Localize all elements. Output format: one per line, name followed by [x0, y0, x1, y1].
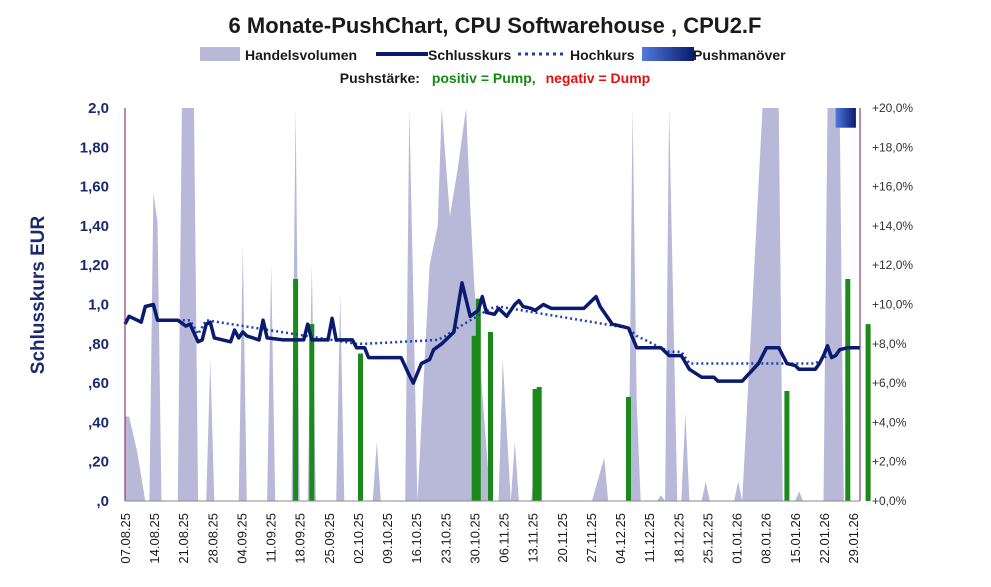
x-tick-label: 30.10.25 [467, 513, 482, 564]
x-tick-label: 16.10.25 [409, 513, 424, 564]
x-tick-label: 25.09.25 [322, 513, 337, 564]
close-price-line [123, 281, 860, 385]
price-lines-layer [123, 281, 860, 385]
x-tick-label: 23.10.25 [438, 513, 453, 564]
y-tick-label-right: +18,0% [872, 140, 913, 154]
y-tick-label-right: +14,0% [872, 219, 913, 233]
axes-layer [124, 108, 861, 502]
x-tick-label: 18.09.25 [293, 513, 308, 564]
legend: Handelsvolumen Schlusskurs Hochkurs Push… [200, 47, 786, 63]
volume-area-layer [125, 108, 844, 501]
y-tick-label-left: 1,60 [80, 179, 109, 196]
y-tick-label-right: +0,0% [872, 494, 907, 508]
legend-volume-label: Handelsvolumen [245, 47, 357, 63]
push-bar [784, 391, 790, 501]
x-tick-label: 13.11.25 [526, 513, 541, 563]
y-tick-label-right: +2,0% [872, 455, 907, 469]
push-maneuver-marker [835, 108, 856, 128]
legend-volume-swatch [200, 47, 240, 61]
legend-push-label: Pushmanöver [693, 47, 786, 63]
x-tick-label: 27.11.25 [584, 513, 599, 563]
push-bar [845, 279, 851, 501]
x-tick-label: 01.01.26 [730, 513, 745, 564]
y-tick-label-left: 1,0 [88, 297, 109, 314]
x-tick-label: 22.01.26 [817, 513, 832, 564]
x-tick-label: 07.08.25 [118, 513, 133, 564]
x-tick-label: 29.01.26 [846, 513, 861, 564]
x-tick-label: 18.12.25 [671, 513, 686, 564]
x-tick-label: 04.12.25 [613, 513, 628, 564]
x-tick-label: 08.01.26 [759, 513, 774, 564]
push-bar [358, 353, 363, 501]
legend-push-swatch [642, 47, 694, 61]
push-strength-positive: positiv = Pump, [432, 70, 536, 86]
y-tick-label-left: ,0 [96, 493, 109, 510]
high-price-line [177, 305, 829, 365]
y-tick-label-left: ,20 [88, 454, 109, 471]
push-bar [471, 335, 477, 501]
ticks-layer: ,0 ,20 ,40 ,60 ,80 1,0 1,20 1,40 1,60 1,80 2,0 +0,0… [80, 100, 914, 564]
push-bar [293, 279, 299, 501]
push-strength-note: Pushstärke: positiv = Pump, negativ = Du… [340, 70, 650, 86]
push-bar [536, 387, 542, 501]
x-tick-label: 14.08.25 [147, 513, 162, 564]
y-tick-label-left: ,40 [88, 414, 109, 431]
x-tick-label: 15.01.26 [788, 513, 803, 564]
push-bar [309, 324, 315, 501]
x-tick-label: 21.08.25 [176, 513, 191, 564]
x-tick-label: 04.09.25 [235, 513, 250, 564]
y-tick-label-right: +12,0% [872, 258, 913, 272]
y-tick-label-left: 2,0 [88, 100, 109, 117]
y-tick-label-left: ,60 [88, 375, 109, 392]
push-strength-negative: negativ = Dump [546, 70, 651, 86]
x-tick-label: 28.08.25 [205, 513, 220, 564]
y-tick-label-left: ,80 [88, 336, 109, 353]
push-bar [865, 324, 871, 501]
y-tick-label-right: +6,0% [872, 376, 907, 390]
y-tick-label-right: +16,0% [872, 180, 913, 194]
x-tick-label: 09.10.25 [380, 513, 395, 564]
x-tick-label: 06.11.25 [497, 513, 512, 563]
push-strength-prefix: Pushstärke: [340, 70, 420, 86]
x-tick-label: 02.10.25 [351, 513, 366, 564]
push-bar [626, 396, 631, 501]
x-tick-label: 25.12.25 [700, 513, 715, 564]
y-axis-label: Schlusskurs EUR [28, 216, 49, 375]
push-bar [532, 389, 538, 501]
push-bar [488, 332, 493, 501]
y-tick-label-right: +20,0% [872, 101, 913, 115]
y-tick-label-left: 1,20 [80, 257, 109, 274]
y-tick-label-left: 1,40 [80, 218, 109, 235]
x-tick-label: 11.09.25 [264, 513, 279, 563]
legend-high-label: Hochkurs [570, 47, 635, 63]
y-tick-label-right: +10,0% [872, 298, 913, 312]
y-tick-label-right: +4,0% [872, 415, 907, 429]
y-tick-label-right: +8,0% [872, 337, 907, 351]
push-bars-layer [293, 279, 871, 501]
x-tick-label: 11.12.25 [642, 513, 657, 563]
push-marker-layer [835, 108, 856, 128]
chart-title: 6 Monate-PushChart, CPU Softwarehouse , … [229, 13, 762, 38]
push-bar [475, 298, 481, 501]
x-tick-label: 20.11.25 [555, 513, 570, 563]
volume-area [125, 108, 844, 501]
legend-close-label: Schlusskurs [428, 47, 511, 63]
y-tick-label-left: 1,80 [80, 139, 109, 156]
